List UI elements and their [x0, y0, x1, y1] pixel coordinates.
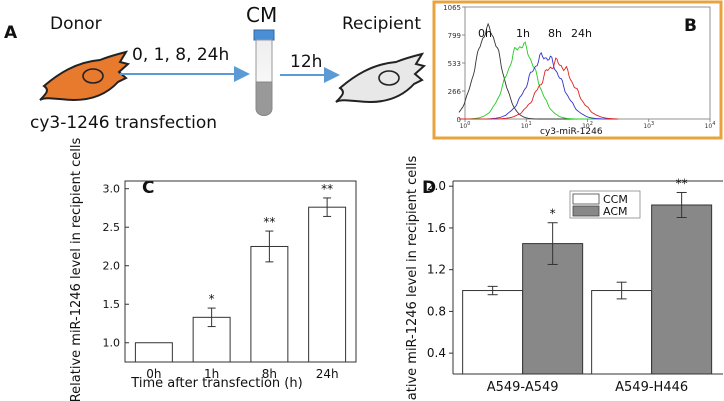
histogram-y-tick-label: 266	[448, 88, 462, 96]
donor-cell	[39, 50, 131, 102]
chart-d-bar-acm	[522, 243, 584, 375]
chart-d-bar-ccm	[462, 290, 524, 375]
chart-c-frame	[124, 180, 357, 363]
recipient-cell	[335, 52, 427, 104]
chart-c-x-label: Time after transfection (h)	[130, 376, 302, 391]
panel-c: C 1.01.52.02.53.00h 1h 8h 24h ***** Time af…	[69, 137, 357, 401]
chart-c-bar	[250, 245, 289, 363]
panel-b: B 1065 799 533 266 0 100 101 102 103 104 0h 1h 8…	[432, 0, 723, 140]
chart-d-y-tick-label: 1.6	[427, 221, 446, 235]
histogram-curve-24h	[458, 57, 619, 120]
chart-d-y-tick-label: 2.0	[427, 179, 446, 193]
donor-label: Donor	[50, 14, 102, 34]
curve-label-1h: 1h	[516, 27, 530, 40]
histogram-x-tick-label: 102	[582, 121, 593, 130]
panel-d-label: D	[422, 178, 436, 198]
chart-c-x-tick-label: 1h	[204, 367, 219, 381]
histogram-y-tick-label: 799	[448, 32, 461, 40]
test-tube-icon	[253, 29, 275, 116]
chart-d-bar-acm	[651, 204, 713, 375]
chart-c-axes: 1.0 1.5 2.0 2.5 3.0 0h 1h 8h 24h	[103, 180, 357, 381]
curve-label-0h: 0h	[478, 27, 492, 40]
chart-d-significance-mark: **	[676, 176, 688, 190]
chart-d-bars: ***	[462, 176, 713, 375]
histogram-y-tick-label: 0	[457, 116, 461, 124]
time-points-label: 0, 1, 8, 24h	[132, 45, 229, 65]
chart-c-bar	[308, 206, 347, 363]
curve-label-24h: 24h	[571, 27, 592, 40]
panel-c-label: C	[142, 178, 154, 198]
chart-d-y-label: Relative miR-1246 level in recipient cel…	[405, 155, 420, 401]
chart-d-y-tick-label: 0.8	[427, 304, 446, 318]
legend-swatch-acm	[572, 205, 600, 217]
chart-c-x-tick-label: 0h	[146, 367, 161, 381]
transfection-label: cy3-1246 transfection	[30, 113, 217, 133]
chart-c-y-tick-label: 1.0	[103, 337, 121, 350]
panel-b-border	[432, 0, 723, 140]
chart-d-x-tick-label: A549-A549	[487, 380, 559, 395]
histogram-y-tick-label: 533	[448, 60, 461, 68]
legend-label-acm: ACM	[603, 205, 628, 218]
chart-c-significance-mark: *	[209, 292, 215, 306]
histogram-x-ticks: 100 101 102 103 104	[460, 119, 716, 130]
panel-a-label: A	[4, 23, 18, 43]
curve-label-8h: 8h	[548, 27, 562, 40]
histogram-x-tick-label: 101	[521, 121, 532, 130]
histogram-x-tick-label: 103	[643, 121, 654, 130]
donor-nucleus	[82, 68, 104, 84]
recipient-nucleus	[378, 70, 400, 86]
incubation-label: 12h	[290, 52, 322, 72]
histogram-curves	[458, 22, 619, 120]
legend-swatch-ccm	[572, 193, 600, 205]
chart-d-x-tick-label: A549-H446	[615, 380, 688, 395]
histogram-x-tick-label: 100	[460, 121, 471, 130]
histogram-curve-1h	[458, 41, 619, 120]
chart-c-bars: *****	[134, 182, 347, 363]
chart-d-legend: CCM ACM	[569, 190, 641, 219]
chart-c-x-tick-label: 8h	[262, 367, 277, 381]
chart-c-y-label: Relative miR-1246 level in recipient cel…	[69, 137, 84, 401]
histogram-x-tick-label: 104	[705, 121, 716, 130]
chart-c-significance-mark: **	[321, 182, 333, 196]
chart-c-bar	[192, 316, 231, 363]
recipient-label: Recipient	[342, 14, 421, 34]
chart-c-y-tick-label: 2.0	[103, 260, 121, 273]
chart-d-bar-ccm	[591, 290, 653, 375]
panel-a: A Donor 0, 1, 8, 24h CM 12h Recipient cy…	[4, 3, 427, 133]
histogram-y-tick-label: 1065	[443, 4, 461, 12]
chart-d-y-tick-label: 0.4	[427, 346, 446, 360]
cm-label: CM	[246, 3, 277, 27]
chart-c-y-tick-label: 2.5	[103, 221, 121, 234]
chart-d-y-tick-label: 1.2	[427, 263, 446, 277]
legend-label-ccm: CCM	[603, 193, 628, 206]
panel-b-label: B	[684, 16, 697, 36]
chart-c-bar	[134, 342, 173, 363]
chart-d-significance-mark: *	[550, 207, 556, 221]
chart-c-significance-mark: **	[263, 215, 275, 229]
chart-c-y-tick-label: 3.0	[103, 183, 121, 196]
histogram-x-label: cy3-miR-1246	[540, 127, 603, 137]
chart-c-x-tick-label: 24h	[316, 367, 339, 381]
chart-c-y-tick-label: 1.5	[103, 298, 121, 311]
